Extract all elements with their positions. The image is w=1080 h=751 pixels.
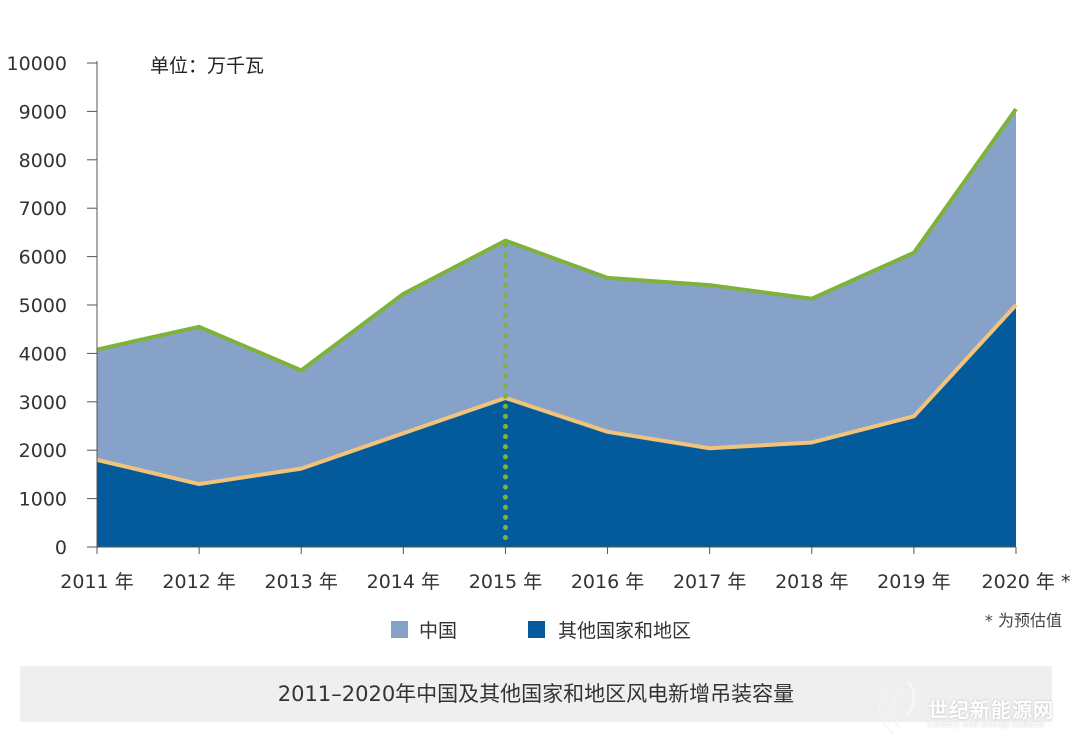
y-tick-label: 1000 xyxy=(19,489,67,511)
footnote: * 为预估值 xyxy=(985,611,1062,630)
x-tick-label: 2017 年 xyxy=(673,571,746,593)
y-tick-label: 6000 xyxy=(19,247,67,269)
y-tick-label: 3000 xyxy=(19,392,67,414)
x-tick-label: 2014 年 xyxy=(367,571,440,593)
legend-label: 其他国家和地区 xyxy=(558,620,691,642)
watermark-subtext: Century new energy network xyxy=(928,720,1045,729)
y-tick-label: 2000 xyxy=(19,440,67,462)
unit-label: 单位：万千瓦 xyxy=(150,55,264,77)
x-tick-label: 2011 年 xyxy=(60,571,133,593)
plot-area xyxy=(96,107,1018,548)
legend-swatch xyxy=(528,621,545,638)
area-other-regions xyxy=(97,305,1016,547)
y-tick-label: 10000 xyxy=(7,53,67,75)
caption-band xyxy=(20,666,1052,722)
y-tick-label: 8000 xyxy=(19,150,67,172)
line-other-regions xyxy=(96,303,1018,487)
x-tick-label: 2013 年 xyxy=(265,571,338,593)
y-tick-label: 0 xyxy=(55,537,67,559)
y-tick-label: 5000 xyxy=(19,295,67,317)
y-tick-label: 9000 xyxy=(19,101,67,123)
y-tick-label: 4000 xyxy=(19,343,67,365)
x-tick-label: 2015 年 xyxy=(469,571,542,593)
x-tick-label: 2019 年 xyxy=(877,571,950,593)
legend-swatch xyxy=(391,621,408,638)
legend-label: 中国 xyxy=(419,620,457,642)
axes: 0 1000 2000 3000 4000 5000 6000 7000 8000 9000 100… xyxy=(7,53,1071,593)
line-total xyxy=(96,107,1018,373)
legend: 中国 其他国家和地区 xyxy=(391,620,691,642)
x-tick-label: 2012 年 xyxy=(162,571,235,593)
y-tick-label: 7000 xyxy=(19,198,67,220)
x-tick-label: 2020 年 * xyxy=(982,571,1071,593)
area-china xyxy=(97,108,1016,485)
watermark-logo-icon xyxy=(879,680,916,736)
watermark-text: 世纪新能源网 xyxy=(928,698,1054,722)
x-tick-label: 2016 年 xyxy=(571,571,644,593)
x-tick-label: 2018 年 xyxy=(775,571,848,593)
chart-caption: 2011–2020年中国及其他国家和地区风电新增吊装容量 xyxy=(277,682,795,706)
